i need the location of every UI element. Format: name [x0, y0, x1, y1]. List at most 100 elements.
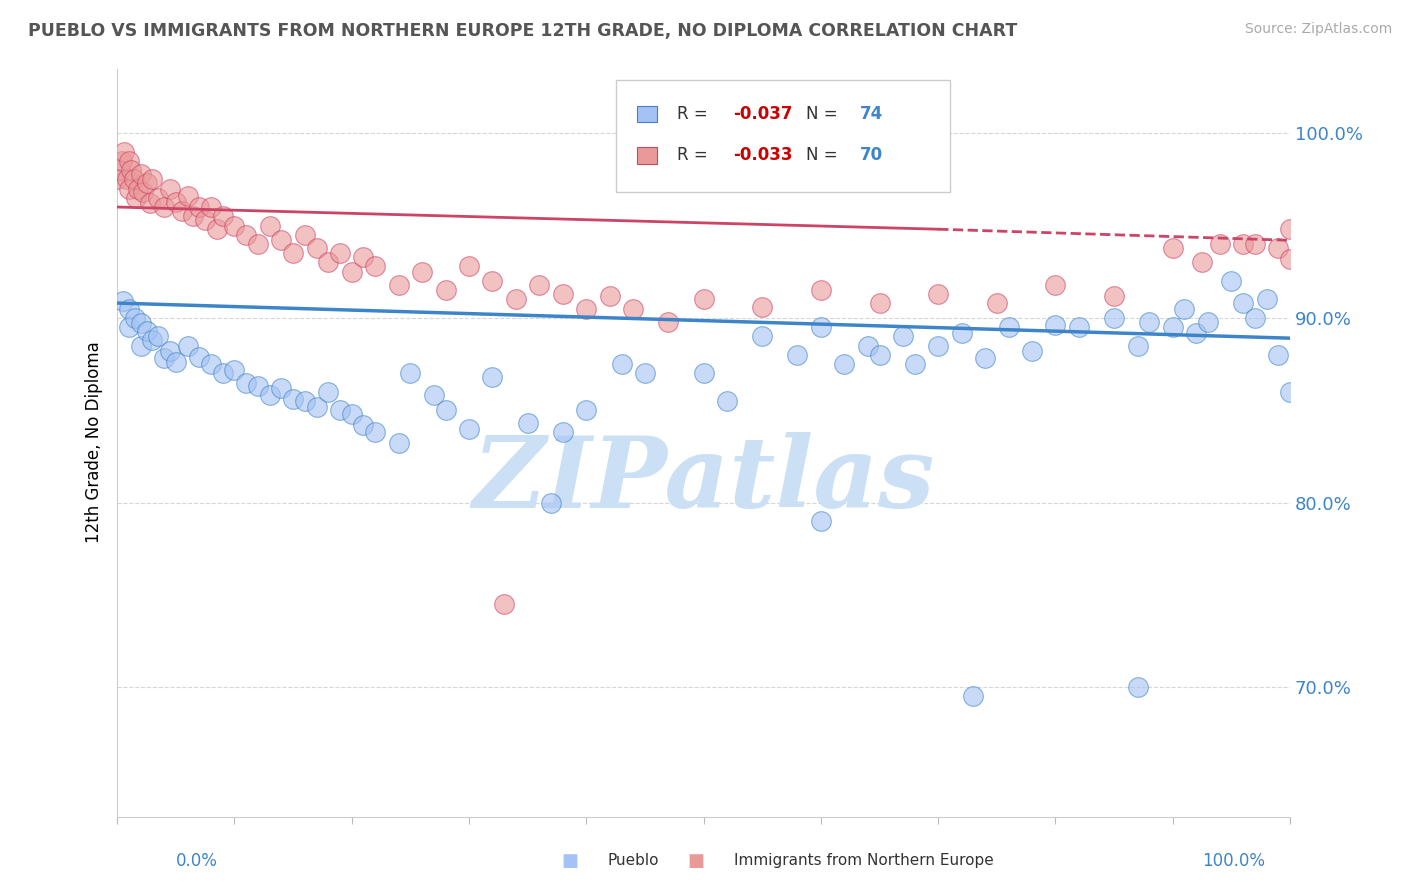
Point: [153, 200, 176, 214]
Point: [986, 296, 1008, 310]
Point: [540, 495, 562, 509]
Point: [200, 357, 222, 371]
Point: [124, 310, 146, 325]
Point: [1045, 277, 1067, 292]
Point: [120, 163, 142, 178]
Point: [1243, 237, 1265, 252]
Point: [316, 384, 339, 399]
Point: [551, 286, 574, 301]
Point: [481, 370, 503, 384]
Point: [1243, 310, 1265, 325]
Point: [434, 403, 457, 417]
Point: [153, 351, 176, 366]
Point: [869, 296, 891, 310]
Point: [962, 690, 984, 704]
Point: [294, 394, 316, 409]
Point: [118, 181, 141, 195]
Point: [141, 172, 163, 186]
Text: 0.0%: 0.0%: [176, 852, 218, 870]
Text: N =: N =: [806, 105, 842, 123]
Point: [129, 167, 152, 181]
Point: [458, 259, 481, 273]
Point: [810, 514, 832, 528]
Point: [112, 145, 135, 159]
Point: [692, 293, 714, 307]
Point: [399, 366, 422, 380]
Point: [856, 338, 879, 352]
Point: [329, 403, 352, 417]
FancyBboxPatch shape: [637, 147, 658, 163]
Point: [621, 301, 644, 316]
Text: ■: ■: [688, 852, 704, 870]
Point: [111, 153, 134, 168]
Point: [135, 324, 157, 338]
Point: [112, 294, 135, 309]
Point: [1197, 314, 1219, 328]
Point: [294, 227, 316, 242]
Point: [575, 403, 598, 417]
Text: 100.0%: 100.0%: [1202, 852, 1265, 870]
Point: [1021, 344, 1043, 359]
Point: [634, 366, 657, 380]
Point: [1267, 241, 1289, 255]
Point: [657, 314, 679, 328]
Point: [1102, 288, 1125, 302]
Point: [165, 194, 187, 209]
Point: [305, 400, 328, 414]
Point: [434, 283, 457, 297]
Point: [183, 209, 205, 223]
Point: [516, 416, 538, 430]
Point: [205, 222, 228, 236]
Point: [224, 362, 246, 376]
Point: [270, 233, 292, 247]
Point: [141, 333, 163, 347]
Text: Source: ZipAtlas.com: Source: ZipAtlas.com: [1244, 22, 1392, 37]
Point: [235, 227, 257, 242]
Point: [159, 181, 181, 195]
Text: -0.033: -0.033: [733, 146, 793, 164]
Point: [834, 357, 856, 371]
Point: [891, 329, 914, 343]
Point: [125, 191, 148, 205]
Point: [305, 241, 328, 255]
Point: [411, 265, 433, 279]
Point: [1173, 301, 1195, 316]
Point: [224, 219, 246, 233]
Y-axis label: 12th Grade, No Diploma: 12th Grade, No Diploma: [86, 342, 103, 543]
Point: [364, 425, 387, 440]
Point: [211, 366, 233, 380]
Point: [122, 172, 145, 186]
Point: [494, 597, 516, 611]
Point: [329, 246, 352, 260]
Point: [1102, 310, 1125, 325]
Point: [118, 153, 141, 168]
Text: Immigrants from Northern Europe: Immigrants from Northern Europe: [734, 854, 994, 868]
Point: [1232, 237, 1254, 252]
Point: [950, 326, 973, 340]
Point: [1220, 274, 1243, 288]
Point: [974, 351, 997, 366]
Text: PUEBLO VS IMMIGRANTS FROM NORTHERN EUROPE 12TH GRADE, NO DIPLOMA CORRELATION CHA: PUEBLO VS IMMIGRANTS FROM NORTHERN EUROP…: [28, 22, 1018, 40]
Point: [1067, 320, 1090, 334]
Point: [1267, 348, 1289, 362]
Point: [135, 176, 157, 190]
Point: [259, 388, 281, 402]
Point: [1045, 318, 1067, 333]
FancyBboxPatch shape: [637, 106, 658, 122]
Point: [1191, 255, 1213, 269]
Text: ZIPatlas: ZIPatlas: [472, 432, 935, 528]
Text: N =: N =: [806, 146, 842, 164]
Point: [340, 407, 363, 421]
Point: [176, 338, 198, 352]
Point: [132, 186, 155, 200]
Point: [751, 300, 773, 314]
Point: [1232, 296, 1254, 310]
Text: 74: 74: [859, 105, 883, 123]
Point: [353, 250, 375, 264]
Point: [200, 200, 222, 214]
Point: [1185, 326, 1208, 340]
Text: Pueblo: Pueblo: [607, 854, 659, 868]
Point: [188, 350, 211, 364]
Point: [1279, 252, 1302, 266]
Point: [610, 357, 633, 371]
